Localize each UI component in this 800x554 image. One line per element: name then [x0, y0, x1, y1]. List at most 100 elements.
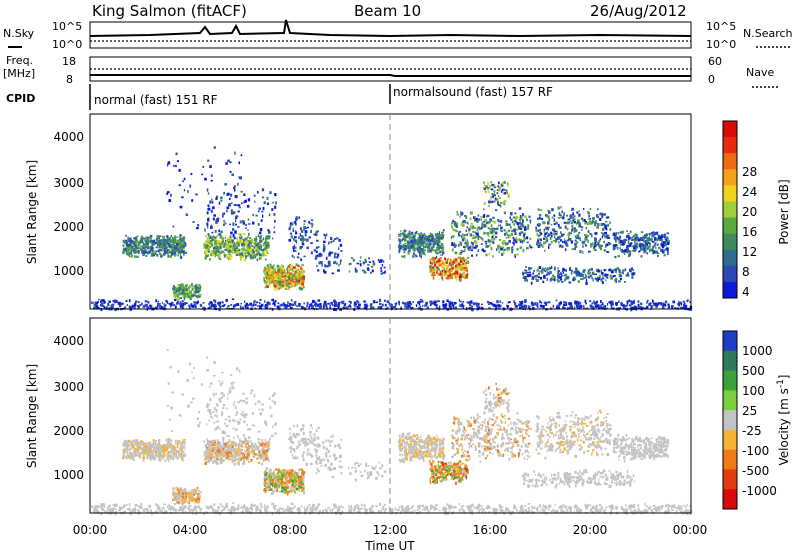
power-cell-2973 [648, 233, 651, 236]
power-cell-4260 [536, 304, 539, 307]
power-cell-673 [232, 246, 234, 250]
power-cell-4050 [435, 304, 438, 307]
power-cell-3762 [459, 300, 462, 303]
power-cell-2453 [483, 219, 487, 222]
power-cell-3357 [521, 271, 525, 274]
velocity-cell-456 [205, 446, 209, 450]
power-cell-1597 [172, 225, 175, 228]
power-cell-2396 [470, 211, 473, 215]
power-cell-3623 [663, 303, 667, 306]
power-cell-1690 [317, 269, 320, 272]
power-cell-2654 [548, 245, 550, 249]
power-cell-1383 [199, 294, 202, 298]
velocity-cell-507 [262, 456, 265, 459]
power-cell-1470 [224, 222, 227, 225]
power-cell-1059 [298, 286, 302, 290]
power-cell-777 [205, 248, 207, 252]
power-cell-1411 [196, 286, 199, 289]
power-cell-350 [147, 239, 150, 244]
power-cell-3023 [646, 237, 648, 239]
velocity-cell-497 [240, 452, 244, 455]
power-cell-2312 [514, 212, 517, 215]
power-cell-640 [235, 254, 239, 256]
power-cell-3453 [485, 185, 488, 189]
power-cell-941 [278, 287, 281, 290]
power-cell-3102 [648, 246, 650, 249]
power-cell-3130 [629, 253, 631, 256]
power-cell-3374 [526, 272, 529, 274]
velocity-cell-520 [240, 448, 242, 452]
power-cell-265 [166, 236, 169, 238]
power-cell-2559 [460, 212, 464, 216]
power-cell-2814 [543, 237, 546, 240]
power-cell-3390 [577, 280, 580, 283]
power-cell-1913 [432, 249, 435, 252]
power-cell-223 [133, 251, 137, 254]
power-cell-2628 [529, 246, 533, 249]
power-cell-721 [229, 235, 232, 239]
power-cell-2039 [442, 231, 444, 233]
power-cell-3373 [585, 276, 587, 279]
power-cell-374 [150, 240, 153, 243]
power-cell-3356 [535, 278, 537, 281]
power-cell-2657 [599, 247, 601, 249]
power-cell-2948 [574, 229, 578, 232]
power-cell-2065 [407, 243, 409, 247]
power-cell-4169 [100, 307, 103, 312]
power-cell-473 [241, 248, 244, 250]
power-cell-2034 [431, 236, 434, 239]
power-cell-3454 [503, 192, 505, 195]
power-cell-3600 [344, 306, 347, 310]
power-cell-2725 [582, 241, 585, 245]
power-cell-1992 [399, 242, 401, 246]
power-cell-4218 [686, 299, 688, 303]
velocity-cell-334 [135, 443, 138, 446]
power-cell-4239 [329, 304, 331, 308]
power-cell-2899 [596, 225, 599, 229]
power-cell-2873 [566, 227, 569, 231]
power-cell-349 [172, 236, 174, 240]
power-cell-3997 [422, 304, 424, 307]
velocity-cell-300 [160, 448, 164, 452]
power-cell-772 [252, 257, 254, 260]
power-cell-4268 [334, 302, 336, 305]
velocity-cell-383 [158, 445, 162, 448]
power-cell-3605 [652, 302, 656, 305]
power-cell-1284 [195, 283, 198, 287]
power-cell-1007 [271, 281, 273, 284]
velocity-cell-496 [245, 454, 247, 458]
power-cell-2839 [544, 241, 547, 244]
power-cell-2958 [560, 231, 562, 234]
power-cell-3731 [508, 301, 511, 304]
velocity-cell-518 [203, 454, 205, 457]
power-cell-3828 [531, 301, 533, 304]
power-cell-1976 [427, 235, 430, 238]
power-cbar-tick-20: 20 [742, 205, 757, 219]
power-cell-1542 [221, 214, 224, 218]
power-cell-1399 [195, 291, 199, 294]
power-cell-4048 [357, 300, 359, 304]
velocity-cell-483 [220, 460, 223, 464]
power-cell-1192 [298, 277, 302, 280]
power-cell-3019 [616, 246, 619, 250]
power-cell-1490 [261, 188, 265, 192]
power-cell-2523 [492, 255, 494, 258]
power-cell-353 [162, 235, 165, 239]
power-cell-171 [179, 245, 182, 249]
power-cell-3478 [497, 204, 501, 206]
power-cell-986 [264, 276, 266, 279]
power-cell-3188 [663, 235, 666, 238]
power-cell-137 [137, 243, 140, 247]
power-cell-1741 [320, 261, 323, 263]
power-cell-2877 [545, 240, 547, 243]
velocity-cell-403 [156, 448, 160, 452]
power-cell-1385 [195, 295, 197, 298]
power-cell-4162 [622, 304, 625, 307]
power-cell-1687 [310, 219, 314, 222]
power-cbar-tick-8: 8 [742, 265, 750, 279]
power-cell-2519 [463, 250, 465, 253]
power-cell-3155 [627, 251, 629, 254]
power-cell-3342 [556, 278, 559, 281]
power-cell-1098 [273, 271, 275, 275]
power-cell-370 [133, 237, 136, 240]
